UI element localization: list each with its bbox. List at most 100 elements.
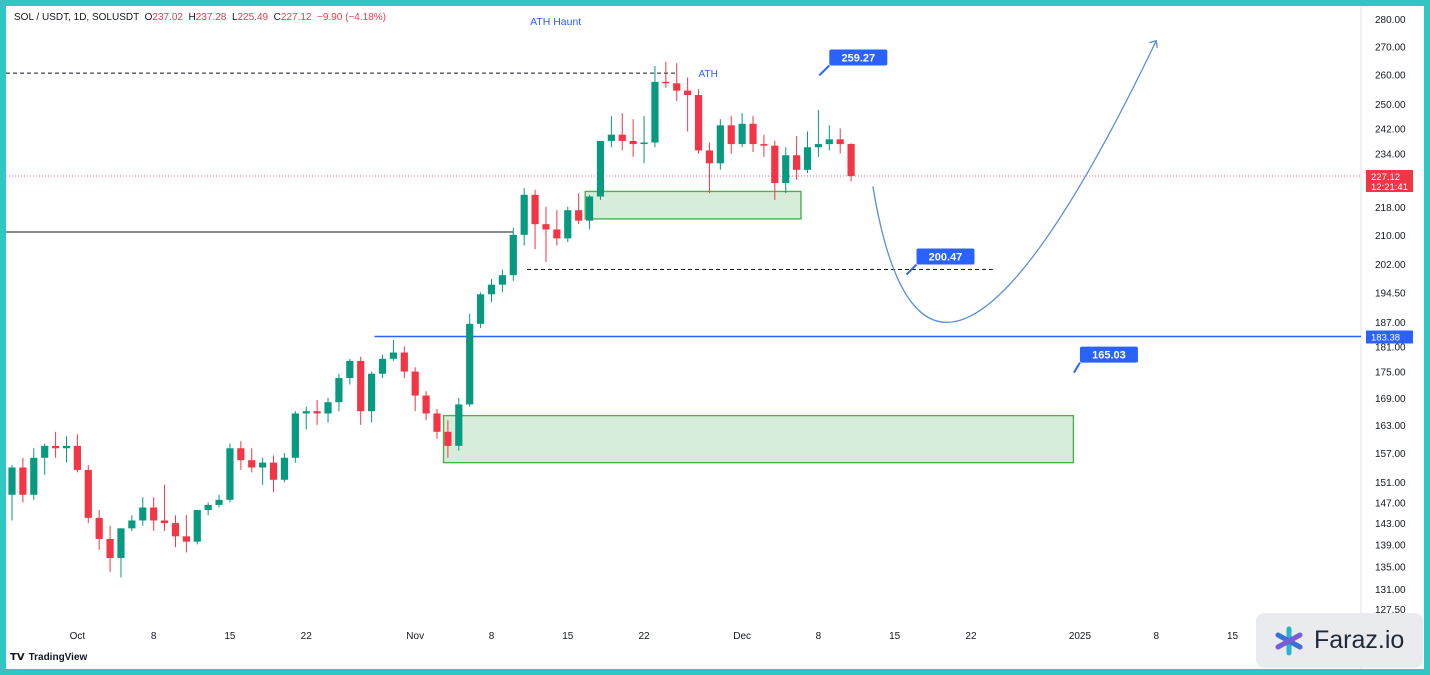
tradingview-icon: TV [10, 652, 25, 663]
x-tick-label: 22 [301, 631, 313, 642]
y-tick-label: 147.00 [1375, 498, 1406, 509]
candle-body [160, 520, 169, 524]
y-tick-label: 151.00 [1375, 478, 1406, 489]
candle-body [84, 469, 92, 518]
candle-body [607, 134, 615, 141]
open-value: 237.02 [152, 12, 183, 23]
demand-zone [442, 414, 1075, 464]
candle-body [433, 413, 441, 432]
tradingview-label: TradingView [28, 652, 88, 663]
callout-200-label: 200.47 [929, 252, 963, 264]
change-value: −9.90 (−4.18%) [317, 12, 386, 23]
demand-zone [584, 190, 802, 220]
candle-body [694, 95, 703, 151]
ath-label: ATH [699, 69, 718, 80]
price-tag [1366, 330, 1413, 344]
candle-body [237, 448, 245, 461]
candle-body [62, 445, 71, 449]
x-tick-label: 2025 [1069, 631, 1092, 642]
ath-haunt-label: ATH Haunt [530, 16, 581, 28]
y-tick-label: 270.00 [1375, 42, 1406, 53]
watermark-label: Faraz.io [1314, 626, 1405, 654]
open-label: O [144, 12, 153, 23]
candle-body [302, 411, 310, 414]
candle-body [738, 123, 746, 145]
candle-body [466, 323, 474, 405]
y-tick-label: 157.00 [1375, 449, 1406, 460]
candle-body [73, 445, 81, 470]
candle-body [19, 467, 27, 495]
candle-body [204, 504, 212, 511]
candle-body [629, 140, 637, 145]
candle-body [324, 402, 332, 414]
candle-body [368, 373, 376, 412]
candle-body [215, 499, 223, 505]
candle-body [182, 536, 190, 542]
callout-259-leader [818, 64, 831, 77]
candle-body [782, 155, 790, 184]
y-tick-label: 260.00 [1375, 71, 1406, 82]
x-tick-label: Dec [733, 631, 751, 642]
y-tick-label: 242.00 [1375, 124, 1406, 135]
x-tick-label: 15 [889, 631, 901, 642]
candle-body [705, 150, 714, 164]
symbol-info: SOL / USDT, 1D, SOLUSDT O237.02 H237.28 … [14, 12, 386, 23]
candle-body [771, 145, 779, 184]
high-value: 237.28 [195, 12, 227, 23]
candle-body [836, 139, 844, 145]
candle-body [335, 378, 343, 403]
candle-body [51, 445, 60, 449]
candle-body [226, 448, 234, 500]
projection-arrowhead [1149, 39, 1158, 48]
candle-body [564, 210, 572, 239]
callout-259-box [829, 49, 888, 66]
price-tag-label: 183.38 [1371, 332, 1400, 343]
candle-body [171, 523, 180, 537]
faraz-watermark: Faraz.io [1256, 613, 1423, 668]
candle-body [422, 395, 430, 414]
candle-body [291, 413, 299, 458]
chart-frame: 280.00270.00260.00250.00242.00234.00226.… [6, 6, 1424, 669]
candle-body [357, 360, 365, 412]
tradingview-logo[interactable]: TV TradingView [10, 652, 87, 663]
y-tick-label: 175.00 [1375, 368, 1406, 379]
y-tick-label: 169.00 [1375, 394, 1406, 405]
projection-curve [872, 40, 1157, 324]
candle-body [760, 144, 768, 146]
y-tick-label: 187.00 [1375, 318, 1406, 329]
y-tick-label: 127.50 [1375, 605, 1406, 616]
y-tick-label: 143.00 [1375, 519, 1406, 530]
candle-body [509, 234, 517, 276]
candle-body [684, 90, 692, 96]
candle-body [803, 147, 812, 170]
price-tag-label: 227.12 [1371, 172, 1400, 183]
faraz-logo-icon [1275, 626, 1303, 655]
price-tag-sublabel: 12:21:41 [1371, 182, 1408, 193]
x-tick-label: 22 [638, 631, 650, 642]
candle-body [651, 81, 659, 143]
callout-200-leader [905, 263, 918, 276]
y-tick-label: 163.00 [1375, 421, 1406, 432]
x-tick-label: 15 [1227, 631, 1239, 642]
price-chart[interactable]: 280.00270.00260.00250.00242.00234.00226.… [6, 6, 1424, 669]
candle-body [531, 194, 539, 225]
y-tick-label: 181.00 [1375, 342, 1406, 353]
candle-body [847, 144, 855, 177]
close-label: C [273, 12, 281, 23]
y-tick-label: 194.50 [1375, 288, 1406, 299]
x-tick-label: 22 [965, 631, 977, 642]
candle-body [825, 139, 833, 145]
x-tick-label: 15 [224, 631, 236, 642]
x-tick-label: 8 [1153, 631, 1159, 642]
candle-body [346, 360, 354, 379]
low-value: 225.49 [237, 12, 269, 23]
candle-body [585, 196, 594, 221]
candle-body [106, 538, 114, 558]
candle-body [269, 462, 278, 480]
candle-body [30, 457, 38, 495]
callout-200-box [916, 248, 975, 265]
candle-body [8, 467, 16, 495]
y-tick-label: 234.00 [1375, 150, 1406, 161]
candle-body [727, 125, 735, 145]
x-tick-label: 8 [816, 631, 822, 642]
